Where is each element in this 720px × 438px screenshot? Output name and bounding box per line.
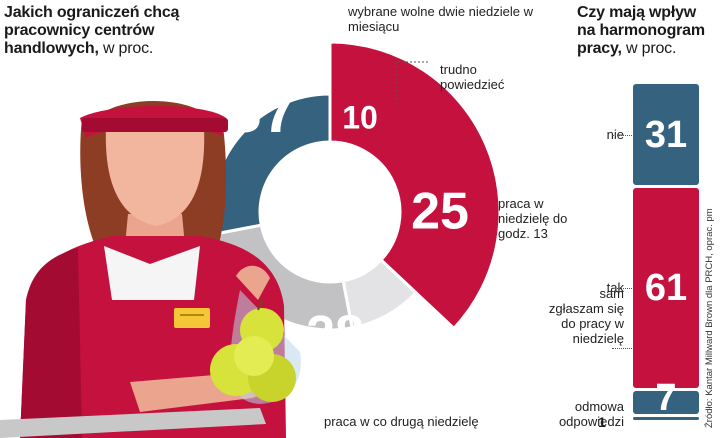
slice-category-label: praca w co drugą niedzielę — [324, 414, 479, 429]
left-chart-title: Jakich ograniczeń chcą pracownicy centró… — [4, 4, 194, 58]
left-title-unit: w proc. — [102, 40, 154, 57]
worker-illustration — [0, 100, 301, 438]
bar-value-label: 31 — [644, 113, 688, 156]
bar-segment — [633, 416, 699, 420]
bar-leader-line — [612, 348, 632, 349]
bar-value-label: 7 — [655, 377, 677, 420]
slice-category-label: trudno powiedzieć — [440, 62, 505, 92]
slice-value-label: 28 — [306, 306, 364, 364]
bar-category-label: odmowa odpowiedzi — [558, 399, 624, 429]
bar-segment — [633, 390, 699, 414]
slice-category-label: praca w niedzielę do godz. 13 — [498, 196, 568, 241]
right-title-unit: w proc. — [626, 40, 677, 57]
pie-slice — [328, 40, 502, 331]
bar-category-label: sam zgłaszam się do pracy w niedzielę — [548, 286, 624, 346]
source-note: Źródło: Kantar Millward Brown dla PRCH, … — [704, 208, 715, 428]
bar-segment — [633, 188, 699, 388]
right-chart-title: Czy mają wpływ na harmonogram pracy, w p… — [577, 4, 717, 58]
slice-value-label: 37 — [226, 74, 297, 146]
right-title-text: Czy mają wpływ na harmonogram pracy, — [577, 4, 705, 57]
bar-category-label: tak — [606, 280, 624, 296]
bar-category-label: nie — [606, 126, 624, 142]
slice-category-label: wybrane wolne dwie niedziele w miesiącu — [348, 4, 533, 34]
bar-value-label: 61 — [644, 267, 688, 310]
left-title-text: Jakich ograniczeń chcą pracownicy centró… — [4, 4, 180, 57]
bar-segment — [633, 84, 699, 186]
slice-value-label: 10 — [342, 99, 378, 135]
slice-value-label: 25 — [411, 183, 469, 241]
bar-value-label: 1 — [598, 413, 606, 430]
donut-chart: 37 10 25 28 — [210, 40, 502, 364]
bar-leader-line — [612, 134, 632, 136]
bar-leader-line — [612, 288, 632, 290]
leader-line — [395, 61, 430, 104]
